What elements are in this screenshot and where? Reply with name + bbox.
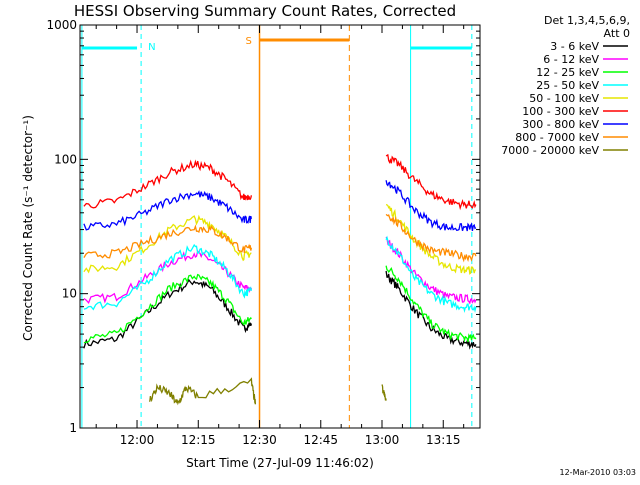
series-line (385, 235, 477, 314)
series-line (385, 236, 477, 305)
axes-group: 12:00 12:15 12:30 12:45 13:00 13:15 1 10 100 1000 (46, 18, 480, 447)
series-group (83, 153, 477, 406)
series-line (381, 384, 387, 401)
y-tick-label: 10 (62, 287, 77, 301)
legend-entry-label: 25 - 50 keV (536, 79, 599, 92)
night-marker-label: N (148, 42, 155, 53)
legend-entry-label: 800 - 7000 keV (515, 131, 599, 144)
legend-header-line-1: Det 1,3,4,5,6,9, (544, 14, 630, 27)
saa-marker-label: S (246, 36, 252, 47)
series-line (385, 213, 477, 263)
series-line (148, 377, 257, 406)
y-axis-label: Corrected Count Rate (s⁻¹ detector⁻¹) (21, 115, 35, 341)
series-line (83, 214, 252, 274)
series-line (385, 265, 477, 343)
series-line (83, 224, 253, 259)
series-line (83, 278, 253, 349)
chart-title: HESSI Observing Summary Count Rates, Cor… (74, 2, 456, 20)
series-line (83, 190, 253, 231)
series-line (83, 159, 253, 209)
x-tick-label: 12:30 (242, 433, 277, 447)
series-line (385, 180, 477, 232)
x-tick-label: 12:45 (303, 433, 338, 447)
legend-entry-label: 300 - 800 keV (522, 118, 599, 131)
legend-entry-label: 12 - 25 keV (536, 66, 599, 79)
y-tick-label: 1000 (46, 18, 77, 32)
observing-intervals: NS (81, 25, 473, 428)
legend-entry-label: 7000 - 20000 keV (501, 144, 599, 157)
x-tick-label: 12:00 (120, 433, 155, 447)
y-tick-label: 1 (69, 421, 77, 435)
series-line (385, 153, 477, 211)
x-tick-label: 13:00 (365, 433, 400, 447)
x-tick-label: 12:15 (181, 433, 216, 447)
legend-entry-label: 100 - 300 keV (522, 105, 599, 118)
series-line (83, 243, 253, 311)
legend-entry-label: 50 - 100 keV (529, 92, 599, 105)
x-axis-label: Start Time (27-Jul-09 11:46:02) (186, 456, 374, 470)
footer-date: 12-Mar-2010 03:03 (560, 468, 637, 477)
x-tick-label: 13:15 (426, 433, 461, 447)
legend-header-line-2: Att 0 (604, 27, 630, 40)
legend-entry-label: 3 - 6 keV (550, 40, 599, 53)
y-tick-label: 100 (54, 152, 77, 166)
series-line (83, 249, 253, 305)
legend-entry-label: 6 - 12 keV (543, 53, 599, 66)
series-line (385, 270, 477, 350)
series-line (83, 273, 252, 344)
